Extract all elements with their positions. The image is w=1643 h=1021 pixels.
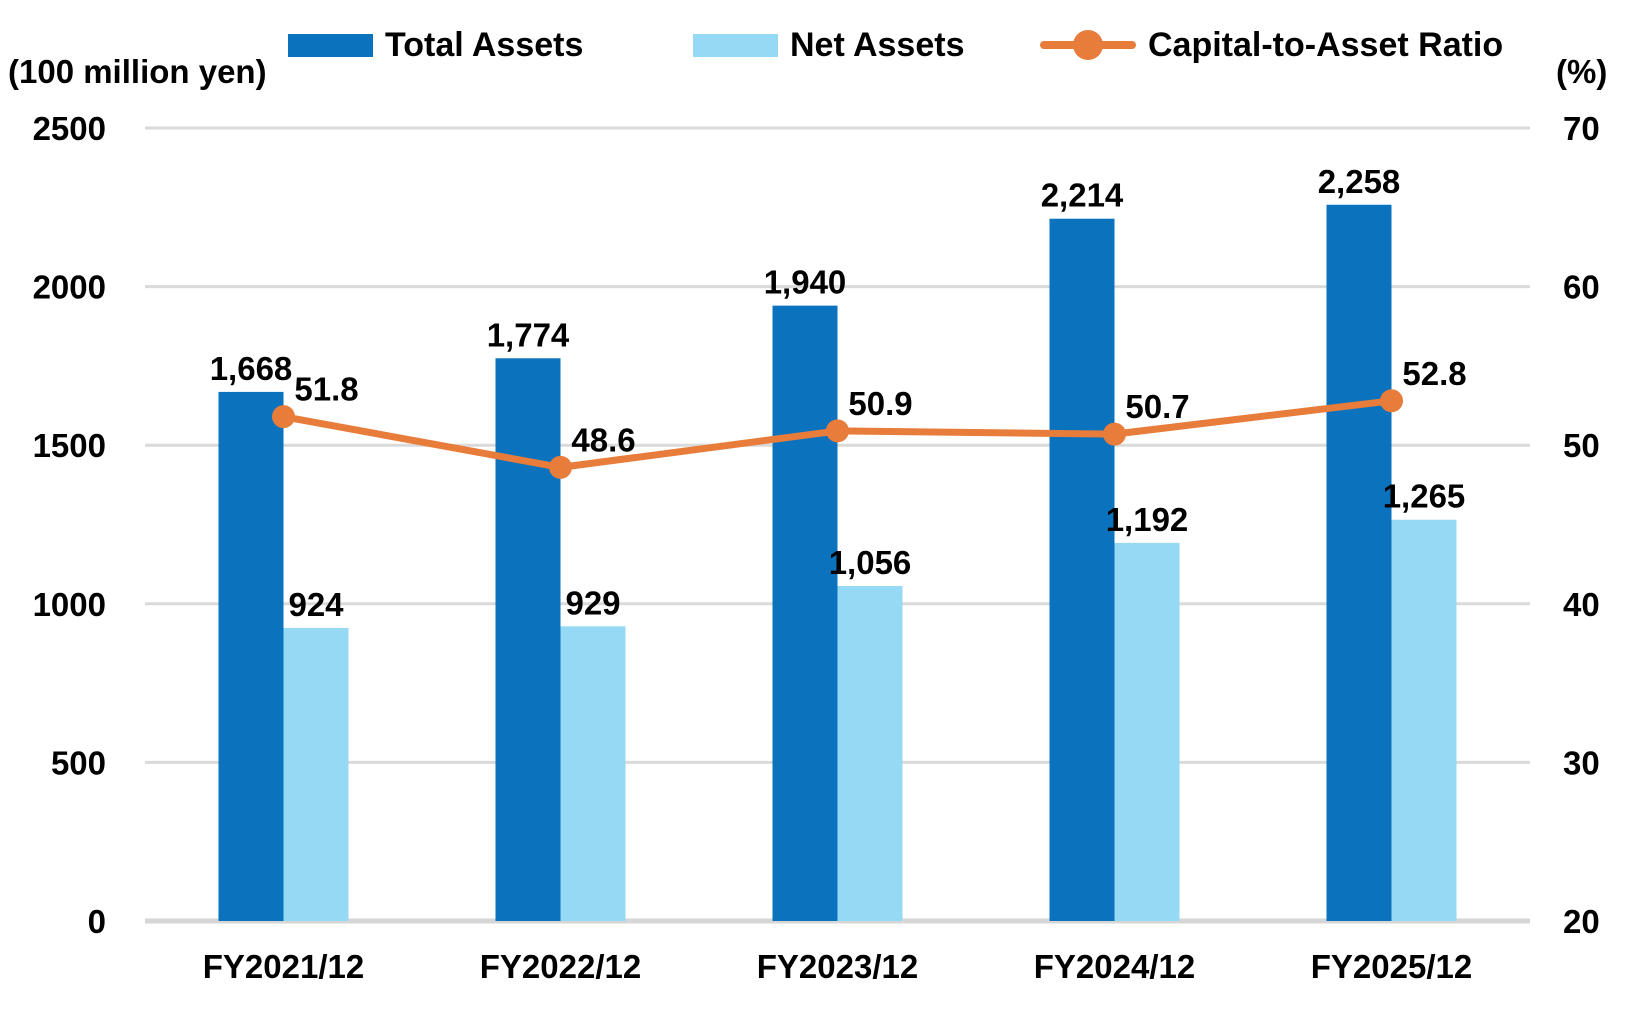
total-assets-value-label: 1,668 <box>210 350 293 387</box>
total-assets-value-label: 1,774 <box>487 316 570 353</box>
right-axis-tick-label: 60 <box>1563 269 1600 306</box>
ratio-marker <box>272 405 295 429</box>
legend-item-net-assets: Net Assets <box>693 26 964 64</box>
ratio-value-label: 50.7 <box>1125 388 1189 425</box>
net-assets-value-label: 1,056 <box>829 544 912 581</box>
ratio-marker <box>826 419 849 443</box>
total-assets-bar <box>1049 218 1115 922</box>
left-axis-tick-label: 0 <box>88 903 106 940</box>
legend-item-total-assets: Total Assets <box>288 26 583 64</box>
left-axis-tick-label: 500 <box>51 744 106 781</box>
category-label: FY2024/12 <box>1034 948 1195 985</box>
ratio-line-marker-icon <box>1040 29 1136 61</box>
total-assets-value-label: 2,258 <box>1318 163 1401 200</box>
ratio-value-label: 50.9 <box>848 385 912 422</box>
net-assets-bar <box>283 627 349 921</box>
right-axis-tick-label: 20 <box>1563 903 1600 940</box>
right-axis-tick-label: 50 <box>1563 427 1600 464</box>
ratio-marker <box>549 455 572 479</box>
net-assets-value-label: 924 <box>288 586 344 623</box>
legend-item-capital-ratio: Capital-to-Asset Ratio <box>1040 26 1503 64</box>
total-assets-value-label: 1,940 <box>764 264 847 301</box>
category-label: FY2025/12 <box>1311 948 1472 985</box>
right-axis-tick-label: 70 <box>1563 110 1600 147</box>
total-assets-value-label: 2,214 <box>1041 177 1124 214</box>
ratio-marker <box>1380 389 1403 413</box>
right-axis-unit-label: (%) <box>1556 53 1608 90</box>
category-label: FY2022/12 <box>480 948 641 985</box>
net-assets-bar <box>1391 519 1457 921</box>
total-assets-swatch <box>288 33 373 57</box>
net-assets-value-label: 1,265 <box>1383 478 1466 515</box>
legend-label-capital-ratio: Capital-to-Asset Ratio <box>1148 25 1504 64</box>
category-label: FY2021/12 <box>203 948 364 985</box>
left-axis-tick-label: 1000 <box>33 586 106 623</box>
right-axis-tick-label: 40 <box>1563 586 1600 623</box>
net-assets-bar <box>1114 542 1180 921</box>
ratio-value-label: 52.8 <box>1402 355 1466 392</box>
ratio-value-label: 48.6 <box>571 421 635 458</box>
legend-label-net-assets: Net Assets <box>790 25 965 64</box>
left-axis-unit-label: (100 million yen) <box>8 53 267 90</box>
total-assets-bar <box>1326 204 1392 922</box>
net-assets-value-label: 1,192 <box>1106 501 1189 538</box>
left-axis-tick-label: 1500 <box>33 427 106 464</box>
total-assets-bar <box>218 391 284 921</box>
left-axis-tick-label: 2500 <box>33 110 106 147</box>
ratio-dot-swatch <box>1073 30 1103 60</box>
net-assets-value-label: 929 <box>565 584 620 621</box>
legend-label-total-assets: Total Assets <box>385 25 584 64</box>
ratio-marker <box>1103 422 1126 446</box>
right-axis-tick-label: 30 <box>1563 744 1600 781</box>
total-assets-bar <box>495 358 561 921</box>
net-assets-bar <box>560 626 626 921</box>
total-assets-bar <box>772 305 838 922</box>
left-axis-tick-label: 2000 <box>33 269 106 306</box>
net-assets-bar <box>837 586 903 921</box>
ratio-value-label: 51.8 <box>294 371 358 408</box>
net-assets-swatch <box>693 33 778 57</box>
category-label: FY2023/12 <box>757 948 918 985</box>
